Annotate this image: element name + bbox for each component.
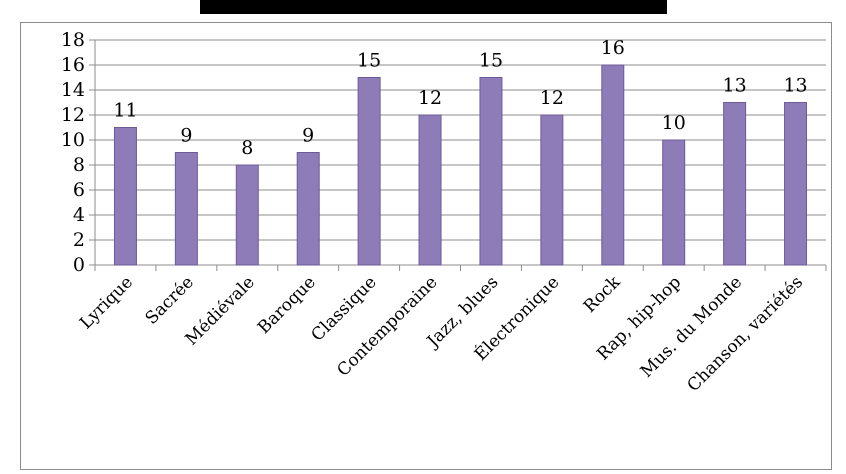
data-label: 10 <box>662 112 686 134</box>
y-tick-label: 16 <box>61 54 85 76</box>
bar <box>723 102 747 266</box>
y-tick-label: 14 <box>61 79 85 101</box>
bar <box>662 139 686 266</box>
category-label: Mus. du Monde <box>637 272 746 381</box>
bar <box>357 77 381 266</box>
bar <box>235 164 259 266</box>
data-label: 15 <box>357 50 381 72</box>
data-label: 13 <box>783 75 807 97</box>
chart-frame <box>20 22 832 470</box>
y-tick-label: 10 <box>61 129 85 151</box>
bar <box>418 114 442 266</box>
data-label: 9 <box>180 125 192 147</box>
y-tick-label: 12 <box>61 104 85 126</box>
data-label: 9 <box>302 125 314 147</box>
data-label: 8 <box>241 137 253 159</box>
bar <box>113 127 137 266</box>
bar <box>479 77 503 266</box>
data-label: 16 <box>601 37 625 59</box>
data-label: 13 <box>723 75 747 97</box>
y-tick-label: 18 <box>61 29 85 51</box>
bar <box>296 152 320 266</box>
data-label: 15 <box>479 50 503 72</box>
bar <box>540 114 564 266</box>
data-label: 12 <box>540 87 564 109</box>
y-tick-label: 4 <box>73 204 85 226</box>
data-label: 12 <box>418 87 442 109</box>
y-tick-label: 0 <box>73 254 85 276</box>
bar <box>784 102 808 266</box>
category-label: Rock <box>580 272 625 317</box>
category-label: Chanson, variétés <box>684 272 808 396</box>
y-tick-label: 2 <box>73 229 85 251</box>
category-label: Sacrée <box>142 272 198 328</box>
category-label: Lyrique <box>76 272 137 333</box>
y-tick-label: 8 <box>73 154 85 176</box>
y-tick-label: 6 <box>73 179 85 201</box>
bar <box>601 64 625 266</box>
chart-title-bar <box>200 0 667 18</box>
data-label: 11 <box>113 100 137 122</box>
bar <box>174 152 198 266</box>
